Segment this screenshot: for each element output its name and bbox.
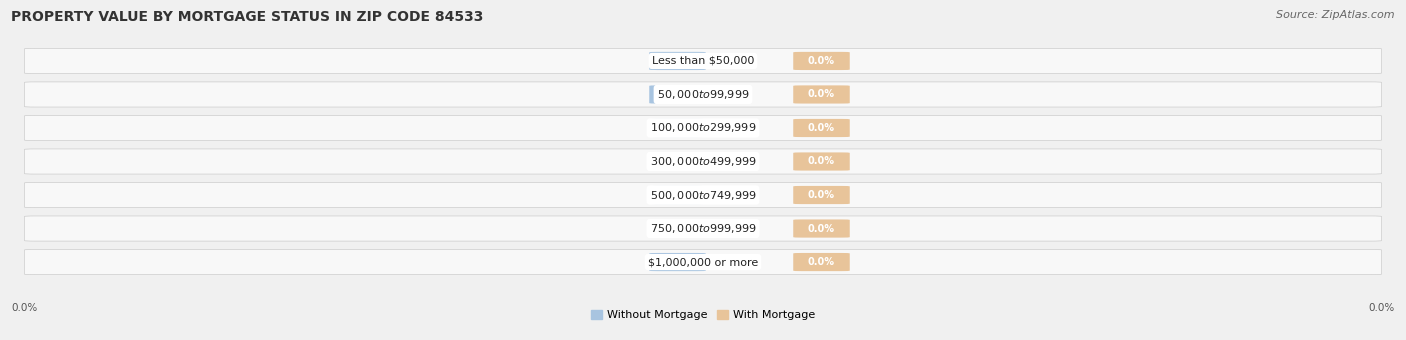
Text: 0.0%: 0.0% [808,223,835,234]
FancyBboxPatch shape [24,82,1382,107]
FancyBboxPatch shape [24,48,1382,73]
Text: 0.0%: 0.0% [808,89,835,100]
Text: 0.0%: 0.0% [664,123,690,133]
Text: $300,000 to $499,999: $300,000 to $499,999 [650,155,756,168]
FancyBboxPatch shape [24,183,1382,208]
FancyBboxPatch shape [650,219,706,238]
Text: 0.0%: 0.0% [664,223,690,234]
Text: 0.0%: 0.0% [664,56,690,66]
FancyBboxPatch shape [650,186,706,204]
Text: $50,000 to $99,999: $50,000 to $99,999 [657,88,749,101]
Text: $100,000 to $299,999: $100,000 to $299,999 [650,121,756,135]
Text: 0.0%: 0.0% [808,156,835,167]
FancyBboxPatch shape [793,119,849,137]
Text: $500,000 to $749,999: $500,000 to $749,999 [650,188,756,202]
FancyBboxPatch shape [24,250,1382,275]
Text: 0.0%: 0.0% [808,56,835,66]
FancyBboxPatch shape [793,253,849,271]
FancyBboxPatch shape [24,149,1382,174]
Text: 0.0%: 0.0% [664,156,690,167]
Text: 0.0%: 0.0% [808,257,835,267]
Text: Source: ZipAtlas.com: Source: ZipAtlas.com [1277,10,1395,20]
Text: $1,000,000 or more: $1,000,000 or more [648,257,758,267]
FancyBboxPatch shape [24,115,1382,140]
FancyBboxPatch shape [650,253,706,271]
Text: Less than $50,000: Less than $50,000 [652,56,754,66]
Text: 0.0%: 0.0% [808,190,835,200]
Text: $750,000 to $999,999: $750,000 to $999,999 [650,222,756,235]
Text: 0.0%: 0.0% [11,303,38,313]
FancyBboxPatch shape [793,152,849,171]
FancyBboxPatch shape [24,216,1382,241]
Text: PROPERTY VALUE BY MORTGAGE STATUS IN ZIP CODE 84533: PROPERTY VALUE BY MORTGAGE STATUS IN ZIP… [11,10,484,24]
Text: 0.0%: 0.0% [664,257,690,267]
FancyBboxPatch shape [793,85,849,104]
FancyBboxPatch shape [793,219,849,238]
FancyBboxPatch shape [793,186,849,204]
Text: 0.0%: 0.0% [1368,303,1395,313]
FancyBboxPatch shape [650,52,706,70]
FancyBboxPatch shape [650,152,706,171]
FancyBboxPatch shape [650,119,706,137]
Text: 0.0%: 0.0% [664,89,690,100]
Legend: Without Mortgage, With Mortgage: Without Mortgage, With Mortgage [586,306,820,325]
Text: 0.0%: 0.0% [808,123,835,133]
FancyBboxPatch shape [793,52,849,70]
FancyBboxPatch shape [650,85,706,104]
Text: 0.0%: 0.0% [664,190,690,200]
